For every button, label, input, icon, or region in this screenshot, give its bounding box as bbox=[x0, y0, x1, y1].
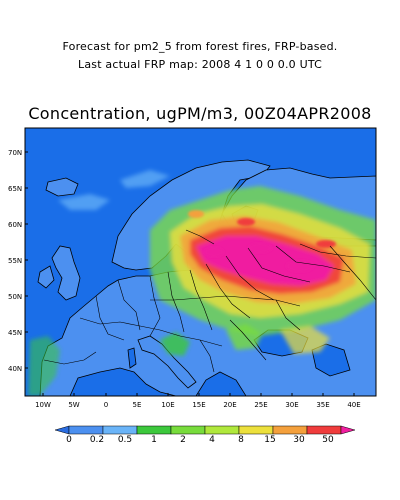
colorbar-label: 2 bbox=[180, 435, 186, 445]
lat-label: 70N bbox=[8, 149, 22, 157]
lat-label: 55N bbox=[8, 257, 22, 265]
lon-label: 35E bbox=[316, 401, 329, 409]
country-borders bbox=[43, 229, 376, 373]
colorbar-segment bbox=[306, 425, 342, 435]
lon-label: 15E bbox=[192, 401, 205, 409]
colorbar-label: 30 bbox=[293, 435, 305, 445]
lat-label: 60N bbox=[8, 221, 22, 229]
colorbar-label: 4 bbox=[209, 435, 215, 445]
colorbar-segment bbox=[68, 425, 104, 435]
colorbar-label: 0.5 bbox=[118, 435, 132, 445]
lat-label: 45N bbox=[8, 329, 22, 337]
lon-label: 25E bbox=[254, 401, 267, 409]
lon-label: 20E bbox=[223, 401, 236, 409]
colorbar bbox=[54, 425, 356, 435]
lat-label: 40N bbox=[8, 365, 22, 373]
lon-label: 5W bbox=[68, 401, 79, 409]
colorbar-start-triangle bbox=[54, 425, 70, 435]
subtitle-line-1: Forecast for pm2_5 from forest fires, FR… bbox=[62, 40, 338, 53]
colorbar-segment bbox=[170, 425, 206, 435]
colorbar-label: 50 bbox=[322, 435, 334, 445]
map-frame bbox=[24, 127, 377, 397]
colorbar-segment bbox=[204, 425, 240, 435]
latitude-axis: 70N 65N 60N 55N 50N 45N 40N bbox=[8, 149, 28, 373]
lat-label: 50N bbox=[8, 293, 22, 301]
colorbar-segment bbox=[272, 425, 308, 435]
colorbar-label: 0.2 bbox=[90, 435, 104, 445]
lon-label: 5E bbox=[133, 401, 142, 409]
concentration-hotspots bbox=[188, 210, 336, 272]
concentration-field bbox=[28, 170, 376, 396]
colorbar-label: 8 bbox=[238, 435, 244, 445]
subtitle-line-2: Last actual FRP map: 2008 4 1 0 0 0.0 UT… bbox=[78, 58, 322, 71]
colorbar-labels: 0 0.2 0.5 1 2 4 8 15 30 50 bbox=[66, 435, 334, 445]
colorbar-segment bbox=[102, 425, 138, 435]
colorbar-label: 0 bbox=[66, 435, 72, 445]
colorbar-label: 15 bbox=[264, 435, 275, 445]
colorbar-label: 1 bbox=[151, 435, 157, 445]
lon-label: 30E bbox=[285, 401, 298, 409]
colorbar-end-triangle bbox=[340, 425, 356, 435]
lon-label: 0 bbox=[104, 401, 108, 409]
lon-label: 40E bbox=[347, 401, 360, 409]
map-title: Concentration, ugPM/m3, 00Z04APR2008 bbox=[28, 104, 372, 123]
colorbar-segment bbox=[136, 425, 172, 435]
lat-label: 65N bbox=[8, 185, 22, 193]
lon-label: 10E bbox=[161, 401, 174, 409]
colorbar-segment bbox=[238, 425, 274, 435]
lon-label: 10W bbox=[35, 401, 51, 409]
longitude-axis: 10W 5W 0 5E 10E 15E 20E 25E 30E 35E 40E bbox=[35, 393, 361, 409]
